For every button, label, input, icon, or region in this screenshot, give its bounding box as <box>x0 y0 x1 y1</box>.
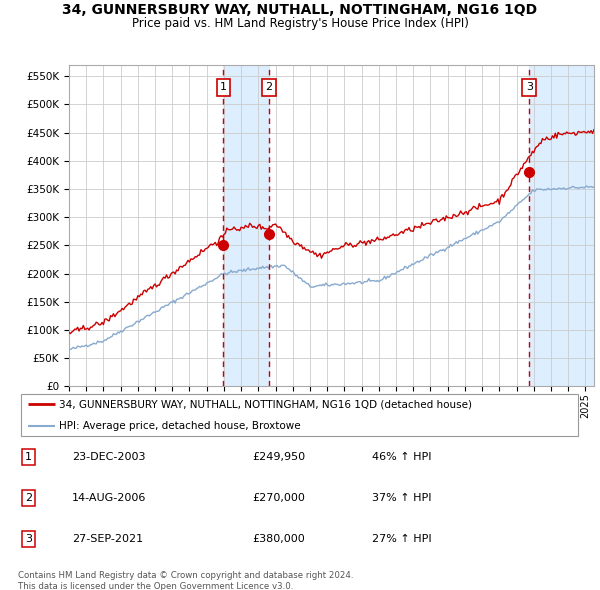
Text: 1: 1 <box>25 452 32 461</box>
Text: £249,950: £249,950 <box>252 452 305 461</box>
Text: HPI: Average price, detached house, Broxtowe: HPI: Average price, detached house, Brox… <box>59 421 300 431</box>
Text: Contains HM Land Registry data © Crown copyright and database right 2024.
This d: Contains HM Land Registry data © Crown c… <box>18 571 353 590</box>
Text: 23-DEC-2003: 23-DEC-2003 <box>72 452 146 461</box>
Text: 3: 3 <box>25 535 32 544</box>
Text: £380,000: £380,000 <box>252 535 305 544</box>
Text: 2: 2 <box>25 493 32 503</box>
Bar <box>529 65 594 386</box>
Text: 3: 3 <box>526 83 533 93</box>
Text: 34, GUNNERSBURY WAY, NUTHALL, NOTTINGHAM, NG16 1QD: 34, GUNNERSBURY WAY, NUTHALL, NOTTINGHAM… <box>62 3 538 17</box>
Text: 37% ↑ HPI: 37% ↑ HPI <box>372 493 431 503</box>
Text: 1: 1 <box>220 83 227 93</box>
Bar <box>223 65 269 386</box>
Text: £270,000: £270,000 <box>252 493 305 503</box>
FancyBboxPatch shape <box>21 394 578 436</box>
Text: 14-AUG-2006: 14-AUG-2006 <box>72 493 146 503</box>
Text: Price paid vs. HM Land Registry's House Price Index (HPI): Price paid vs. HM Land Registry's House … <box>131 17 469 30</box>
Text: 46% ↑ HPI: 46% ↑ HPI <box>372 452 431 461</box>
Text: 27-SEP-2021: 27-SEP-2021 <box>72 535 143 544</box>
Text: 2: 2 <box>265 83 272 93</box>
Text: 27% ↑ HPI: 27% ↑ HPI <box>372 535 431 544</box>
Text: 34, GUNNERSBURY WAY, NUTHALL, NOTTINGHAM, NG16 1QD (detached house): 34, GUNNERSBURY WAY, NUTHALL, NOTTINGHAM… <box>59 399 472 409</box>
